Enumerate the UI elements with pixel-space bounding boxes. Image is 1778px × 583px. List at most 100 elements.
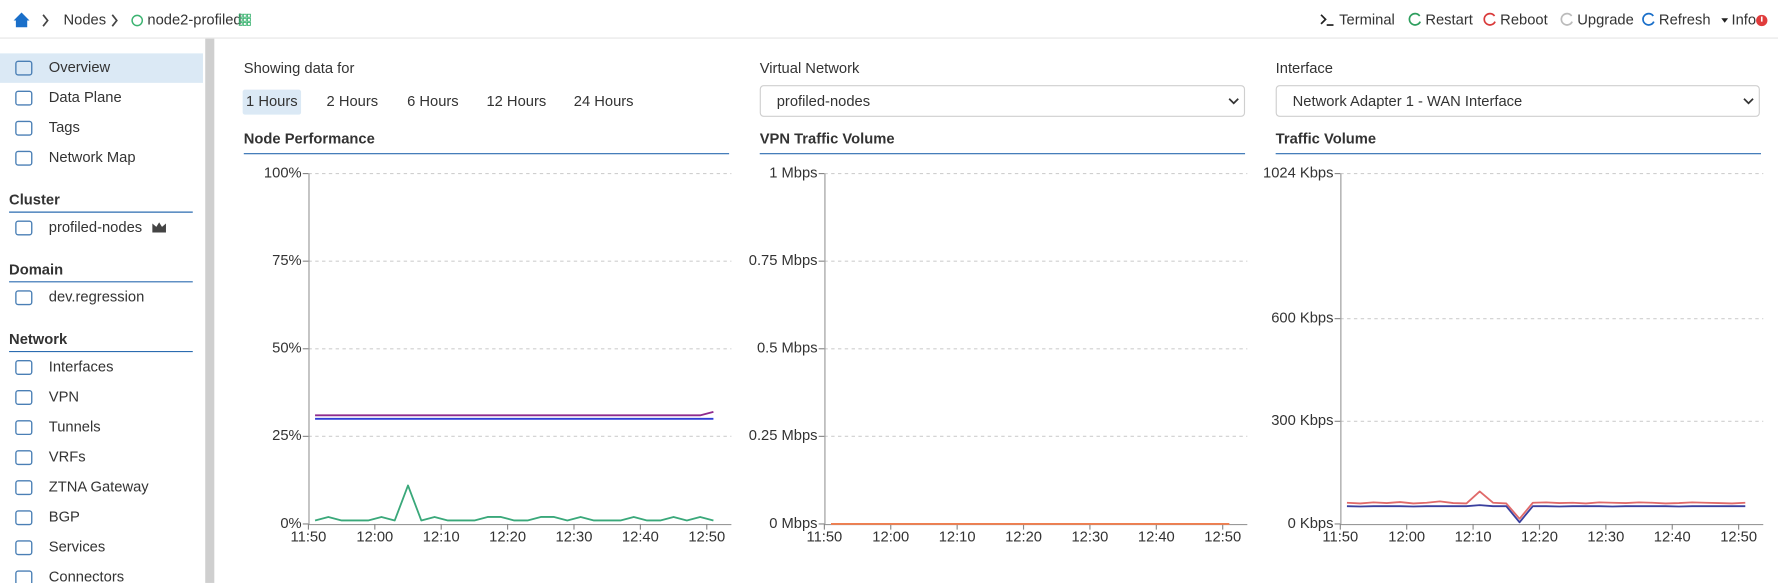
x-tick-label: 12:20	[489, 529, 526, 545]
x-tick-label: 12:30	[1587, 529, 1624, 545]
chart-title: Node Performance	[244, 131, 375, 147]
menu-icon	[15, 120, 33, 136]
breadcrumb-current: node2-profiled	[147, 12, 241, 28]
series-line	[314, 484, 714, 522]
menu-icon	[15, 220, 33, 236]
y-tick-label: 25%	[272, 428, 302, 444]
x-tick-label: 12:50	[688, 529, 725, 545]
x-tick-label: 12:00	[872, 529, 909, 545]
action-button[interactable]: Restart	[1425, 12, 1473, 28]
menu-item[interactable]: Tags	[49, 120, 80, 136]
grid-icon	[242, 21, 247, 26]
menu-item[interactable]: profiled-nodes	[49, 220, 142, 236]
series-line	[315, 410, 714, 417]
menu-item[interactable]: BGP	[49, 510, 80, 526]
menu-icon	[15, 60, 33, 76]
y-tick-label: 0%	[280, 516, 301, 532]
menu-icon	[15, 290, 33, 306]
y-tick-label: 75%	[272, 253, 302, 269]
terminal-icon	[1320, 14, 1327, 25]
menu-icon	[15, 420, 33, 436]
action-icon	[1408, 12, 1422, 26]
menu-item[interactable]: dev.regression	[49, 290, 145, 306]
menu-icon	[15, 390, 33, 406]
x-tick-label: 12:20	[1005, 529, 1042, 545]
caret-icon	[1721, 18, 1729, 23]
section-title: Cluster	[9, 193, 60, 209]
grid-icon	[242, 13, 247, 18]
x-tick-label: 11:50	[1322, 529, 1358, 545]
select-box[interactable]	[1275, 85, 1760, 117]
x-tick-label: 12:10	[423, 529, 460, 545]
crown-icon	[152, 222, 166, 233]
action-button[interactable]: Reboot	[1500, 12, 1548, 28]
x-tick-label: 12:50	[1720, 529, 1757, 545]
action-icon	[1483, 12, 1496, 26]
selected-row	[0, 53, 203, 83]
menu-item[interactable]: Overview	[49, 60, 111, 76]
menu-item[interactable]: Tunnels	[49, 419, 101, 435]
y-tick-label: 0 Kbps	[1288, 516, 1334, 532]
y-tick-label: 1 Mbps	[769, 165, 817, 181]
range-button[interactable]: 2 Hours	[327, 94, 379, 110]
range-button[interactable]: 6 Hours	[407, 94, 459, 110]
grid-icon	[238, 17, 243, 22]
y-tick-label: 0.25 Mbps	[749, 428, 818, 444]
action-button[interactable]: Info	[1732, 12, 1757, 28]
menu-item[interactable]: Services	[49, 540, 106, 556]
x-tick-label: 12:30	[1071, 529, 1108, 545]
section-title: Network	[9, 332, 68, 348]
series-line	[1346, 504, 1746, 524]
menu-item[interactable]: Interfaces	[49, 359, 114, 375]
y-tick-label: 0.5 Mbps	[757, 341, 818, 357]
menu-icon	[15, 90, 33, 106]
y-tick-label: 300 Kbps	[1271, 413, 1333, 429]
action-button[interactable]: Terminal	[1339, 12, 1395, 28]
breadcrumb-separator	[111, 14, 118, 27]
menu-item[interactable]: Connectors	[49, 570, 124, 583]
range-button[interactable]: 1 Hours	[246, 94, 298, 110]
grid-icon	[246, 13, 251, 18]
y-tick-label: 600 Kbps	[1271, 311, 1333, 327]
field-label: Virtual Network	[760, 61, 860, 77]
x-tick-label: 12:50	[1204, 529, 1241, 545]
action-icon	[1642, 12, 1655, 26]
menu-icon	[15, 480, 33, 496]
breadcrumb-link[interactable]: Nodes	[64, 12, 107, 28]
grid-icon	[242, 17, 247, 22]
range-selected	[242, 89, 302, 115]
series-line	[1346, 490, 1746, 520]
action-button[interactable]: Refresh	[1659, 12, 1711, 28]
range-button[interactable]: 12 Hours	[486, 94, 546, 110]
menu-item[interactable]: VRFs	[49, 450, 86, 466]
x-tick-label: 12:10	[939, 529, 976, 545]
info-alert-icon	[1760, 16, 1763, 22]
menu-item[interactable]: ZTNA Gateway	[49, 480, 150, 496]
range-button[interactable]: 24 Hours	[574, 94, 634, 110]
field-label: Showing data for	[244, 61, 355, 77]
x-tick-label: 12:10	[1455, 529, 1492, 545]
x-tick-label: 12:00	[356, 529, 393, 545]
grid-icon	[246, 17, 251, 22]
scrollbar	[205, 38, 215, 583]
menu-item[interactable]: VPN	[49, 389, 79, 405]
home-icon[interactable]	[13, 12, 30, 28]
action-button[interactable]: Upgrade	[1577, 12, 1634, 28]
x-tick-label: 12:40	[622, 529, 659, 545]
menu-item[interactable]: Network Map	[49, 150, 136, 166]
select-box[interactable]	[759, 85, 1246, 117]
menu-item[interactable]: Data Plane	[49, 90, 122, 106]
action-icon	[1560, 12, 1573, 26]
x-tick-label: 11:50	[806, 529, 842, 545]
node-status-icon	[131, 14, 144, 27]
menu-icon	[15, 510, 33, 526]
field-label: Interface	[1276, 61, 1333, 77]
menu-icon	[15, 540, 33, 556]
grid-icon	[238, 13, 243, 18]
x-tick-label: 12:30	[556, 529, 593, 545]
menu-icon	[15, 450, 33, 466]
grid-icon	[238, 21, 243, 26]
y-tick-label: 50%	[272, 341, 302, 357]
select-value: Network Adapter 1 - WAN Interface	[1293, 94, 1523, 110]
